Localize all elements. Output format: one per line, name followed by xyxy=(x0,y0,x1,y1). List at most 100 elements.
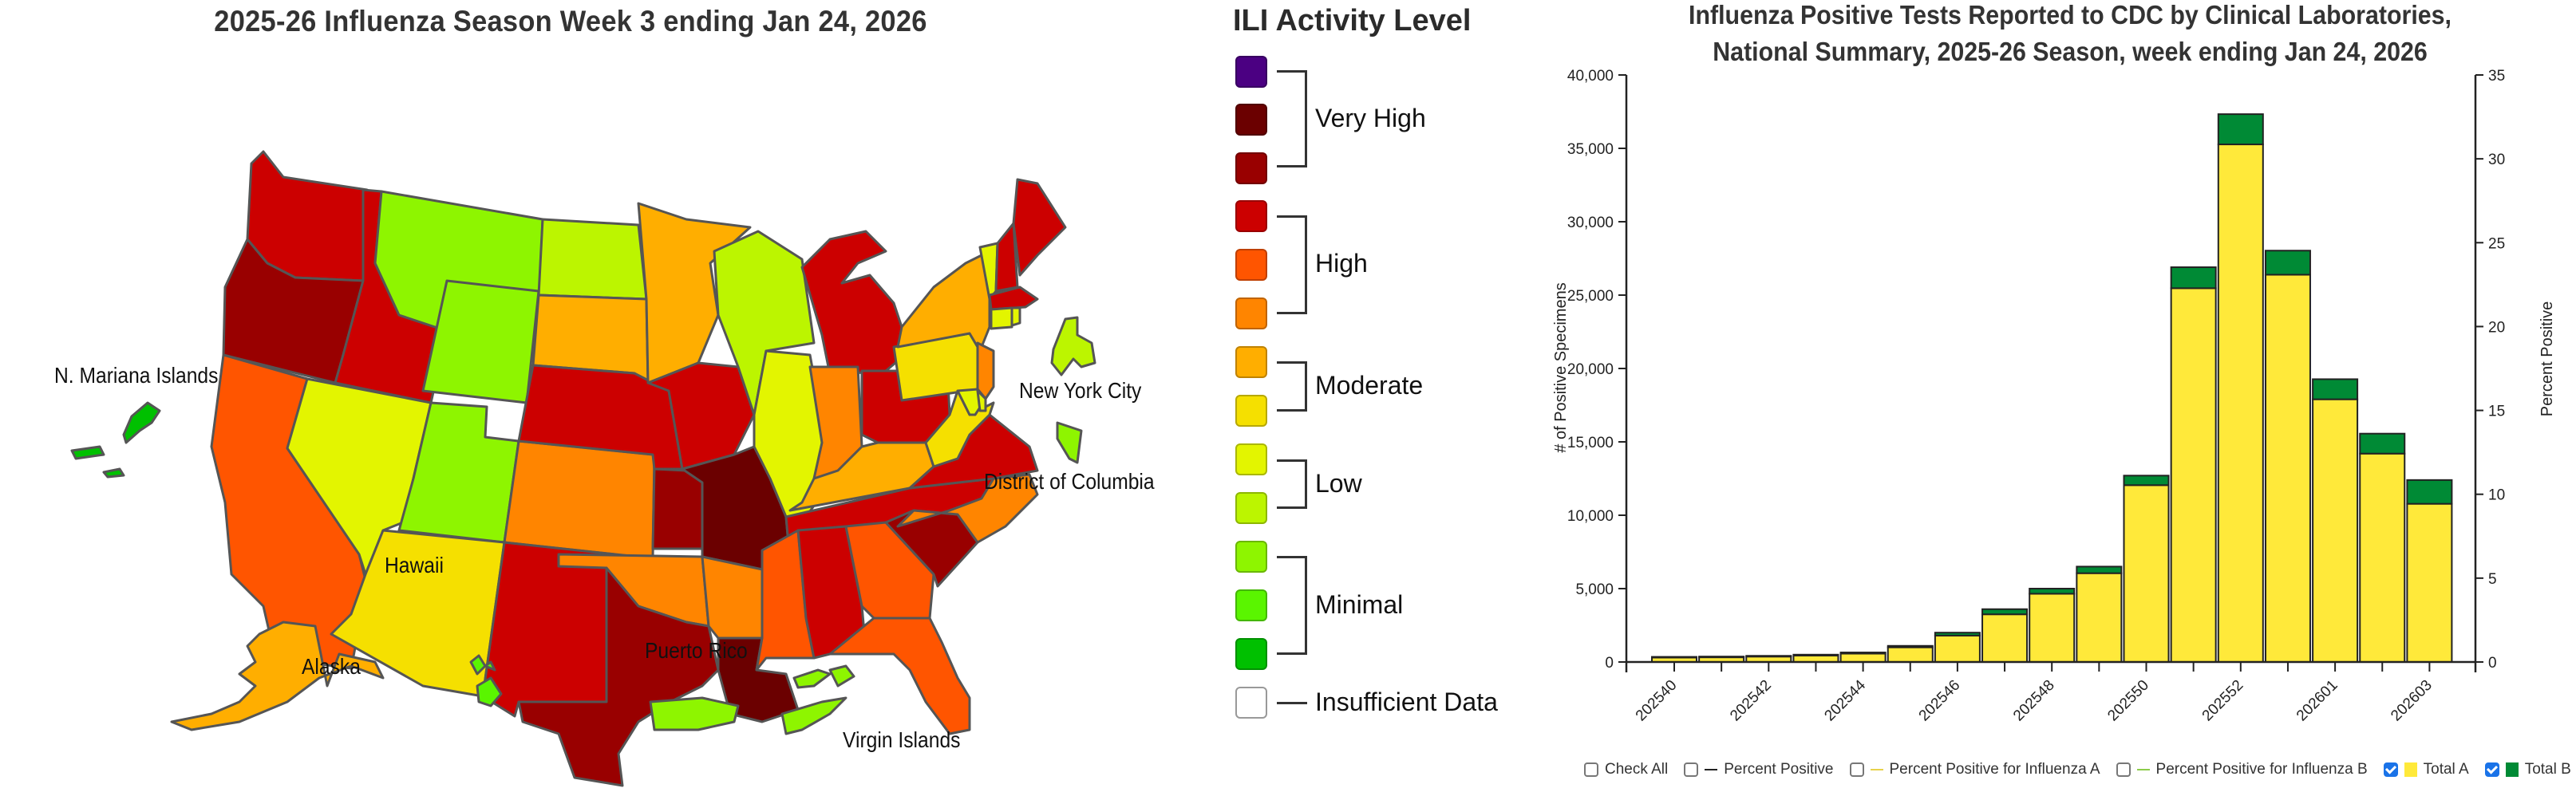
bar-total-a-202549[interactable] xyxy=(2076,572,2123,663)
state-nc[interactable] xyxy=(896,473,1039,544)
right-tick-label: 20 xyxy=(2488,319,2505,336)
right-tick-label: 10 xyxy=(2488,487,2505,504)
left-tick-label: 15,000 xyxy=(1567,435,1614,451)
toggle-label: Total B xyxy=(2524,761,2571,778)
bar-total-a-202547[interactable] xyxy=(1981,613,2029,664)
legend-swatch-level-2 xyxy=(1235,589,1267,621)
checkbox-total-a[interactable] xyxy=(2383,762,2398,777)
bar-total-a-202552[interactable] xyxy=(2217,144,2264,664)
checkbox-percent-positive-b[interactable] xyxy=(2116,762,2131,777)
state-nd[interactable] xyxy=(537,218,648,301)
map-title: 2025-26 Influenza Season Week 3 ending J… xyxy=(214,5,927,37)
checkbox-check-all[interactable] xyxy=(1584,762,1598,777)
toggle-label: Check All xyxy=(1605,761,1669,778)
bar-total-b-202549[interactable] xyxy=(2076,565,2123,574)
state-il[interactable] xyxy=(753,349,828,524)
toggle-label: Percent Positive xyxy=(1724,761,1834,778)
toggle-percent-positive-b[interactable]: Percent Positive for Influenza B xyxy=(2116,761,2368,778)
legend-swatch-level-11 xyxy=(1235,152,1267,184)
state-az[interactable] xyxy=(330,529,506,698)
bar-total-a-202550[interactable] xyxy=(2123,484,2170,664)
state-ma[interactable] xyxy=(988,286,1039,311)
state-fl[interactable] xyxy=(828,617,971,735)
legend-swatch-level-12 xyxy=(1235,104,1267,136)
chart-title-line1: Influenza Positive Tests Reported to CDC… xyxy=(1689,0,2452,30)
bracket-very-high xyxy=(1277,70,1307,167)
left-tick-label: 30,000 xyxy=(1567,215,1614,231)
left-tick-label: 20,000 xyxy=(1567,361,1614,378)
right-tick-label: 35 xyxy=(2488,68,2505,85)
bar-total-b-202550[interactable] xyxy=(2123,475,2170,487)
bar-total-b-202553[interactable] xyxy=(2264,250,2311,276)
bar-total-b-202547[interactable] xyxy=(1981,608,2029,616)
bar-total-b-202546[interactable] xyxy=(1934,632,1981,636)
bar-total-a-202551[interactable] xyxy=(2170,287,2217,663)
right-tick-label: 25 xyxy=(2488,235,2505,252)
toggle-check-all[interactable]: Check All xyxy=(1584,761,1668,778)
state-wv[interactable] xyxy=(924,389,995,468)
bar-total-b-202551[interactable] xyxy=(2170,266,2217,290)
state-hi[interactable] xyxy=(469,654,503,707)
bar-total-a-202601[interactable] xyxy=(2312,398,2359,663)
state-nyc[interactable] xyxy=(1050,316,1096,376)
bar-total-a-202544[interactable] xyxy=(1839,652,1887,664)
state-ri[interactable] xyxy=(1010,306,1021,327)
chart-title: Influenza Positive Tests Reported to CDC… xyxy=(1605,0,2536,70)
state-vi[interactable] xyxy=(780,664,855,735)
bar-total-a-202553[interactable] xyxy=(2264,274,2311,663)
chart-series-toggles: Check All Percent Positive Percent Posit… xyxy=(1584,758,2576,782)
x-tick-label: 202540 xyxy=(1633,677,1681,725)
bar-total-b-202552[interactable] xyxy=(2217,113,2264,146)
checkbox-percent-positive-a[interactable] xyxy=(1849,762,1864,777)
state-ks[interactable] xyxy=(651,467,704,550)
toggle-percent-positive-a[interactable]: Percent Positive for Influenza A xyxy=(1849,761,2100,778)
x-tick-label: 202544 xyxy=(1821,676,1869,724)
state-tx[interactable] xyxy=(517,566,720,787)
square-key-icon xyxy=(2505,762,2519,777)
bar-total-a-202548[interactable] xyxy=(2029,593,2076,663)
left-axis-title: # of Positive Specimens xyxy=(1552,282,1570,452)
bar-total-b-202543[interactable] xyxy=(1792,653,1839,656)
legend-swatch-level-1 xyxy=(1235,638,1267,670)
state-ct[interactable] xyxy=(990,306,1013,330)
left-tick-label: 35,000 xyxy=(1567,141,1614,158)
legend-swatch-level-0 xyxy=(1235,687,1267,719)
checkbox-total-b[interactable] xyxy=(2484,762,2499,777)
state-ak[interactable] xyxy=(170,621,385,731)
state-ny[interactable] xyxy=(896,250,991,353)
bar-total-b-202541[interactable] xyxy=(1698,656,1745,659)
state-co[interactable] xyxy=(503,439,656,560)
toggle-total-b[interactable]: Total B xyxy=(2484,761,2571,778)
legend-swatch-level-10 xyxy=(1235,200,1267,232)
toggle-total-a[interactable]: Total A xyxy=(2383,761,2469,778)
bracket-moderate xyxy=(1277,361,1307,412)
left-tick-label: 40,000 xyxy=(1567,68,1614,85)
state-me[interactable] xyxy=(1012,178,1067,277)
bar-total-a-202603[interactable] xyxy=(2406,502,2453,664)
bar-total-a-202545[interactable] xyxy=(1887,646,1934,663)
legend-swatch-level-7 xyxy=(1235,346,1267,378)
toggle-percent-positive[interactable]: Percent Positive xyxy=(1684,761,1834,778)
bar-total-b-202544[interactable] xyxy=(1839,652,1887,655)
bar-total-a-202546[interactable] xyxy=(1934,634,1981,664)
right-axis-title: Percent Positive xyxy=(2538,301,2556,417)
bar-total-b-202602[interactable] xyxy=(2359,432,2406,455)
state-mp[interactable] xyxy=(70,401,161,479)
state-nj[interactable] xyxy=(976,341,995,400)
bar-total-b-202548[interactable] xyxy=(2029,588,2076,595)
state-dc[interactable] xyxy=(1056,421,1083,464)
bar-total-b-202540[interactable] xyxy=(1651,656,1697,659)
bar-total-a-202602[interactable] xyxy=(2359,452,2406,663)
state-ia[interactable] xyxy=(646,361,756,471)
category-low: Low xyxy=(1315,469,1362,498)
bar-total-b-202603[interactable] xyxy=(2406,479,2453,505)
checkbox-percent-positive[interactable] xyxy=(1684,762,1699,777)
bar-total-b-202601[interactable] xyxy=(2312,378,2359,400)
legend-swatch-level-8 xyxy=(1235,297,1267,329)
legend-swatch-level-13 xyxy=(1235,56,1267,88)
state-pr[interactable] xyxy=(649,696,740,731)
label-new-york-city: New York City xyxy=(1019,378,1142,403)
state-de[interactable] xyxy=(976,389,987,412)
label-puerto-rico: Puerto Rico xyxy=(645,638,748,663)
bar-total-b-202545[interactable] xyxy=(1887,644,1934,648)
